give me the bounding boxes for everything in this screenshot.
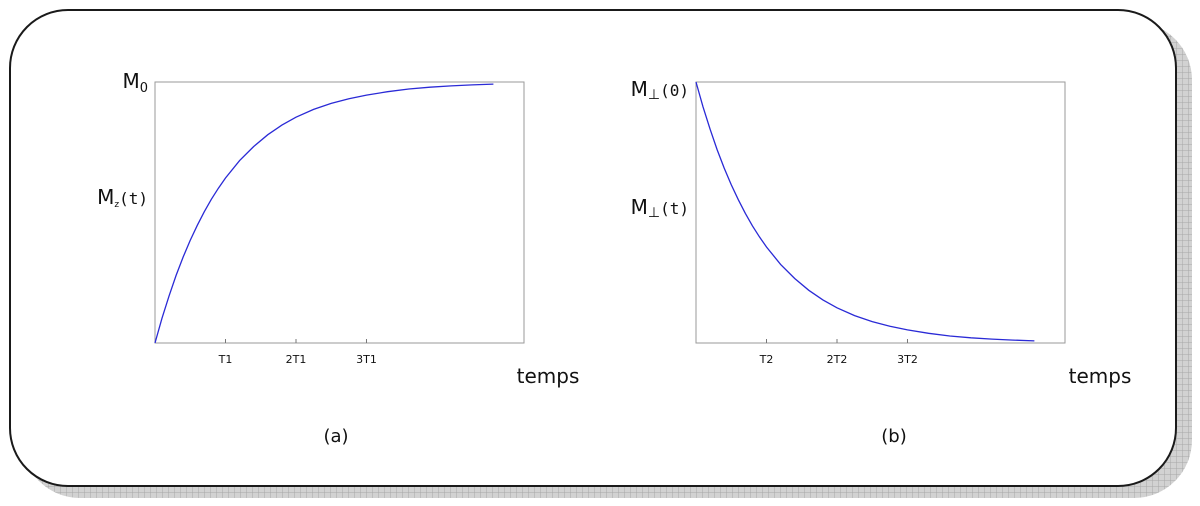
x-tick-label: 3T2 <box>897 353 918 366</box>
x-ticks-b: T2 2T2 3T2 <box>759 339 918 366</box>
series-line-a <box>154 83 494 344</box>
caption-b: (b) <box>881 426 906 447</box>
y-top-label-a: M0 <box>122 69 148 96</box>
panel-a: T1 2T1 3T1 M0 Mz(t) temps (a) <box>97 69 579 447</box>
series-line-b <box>695 81 1035 342</box>
x-tick-label: 3T1 <box>356 353 377 366</box>
plot-area-a <box>154 81 525 344</box>
x-tick-label: 2T2 <box>827 353 848 366</box>
x-axis-label-a: temps <box>517 364 580 388</box>
y-mid-label-b: M⊥(t) <box>631 195 689 221</box>
x-tick-label: T1 <box>218 353 233 366</box>
y-mid-label-a: Mz(t) <box>97 185 148 210</box>
y-top-label-b: M⊥(0) <box>631 77 689 103</box>
x-tick-label: 2T1 <box>286 353 307 366</box>
caption-a: (a) <box>323 426 348 447</box>
x-ticks-a: T1 2T1 3T1 <box>218 339 377 366</box>
plot-area-b <box>695 81 1066 344</box>
panel-b: T2 2T2 3T2 M⊥(0) M⊥(t) temps (b) <box>631 77 1132 447</box>
x-tick-label: T2 <box>759 353 774 366</box>
x-axis-label-b: temps <box>1069 364 1132 388</box>
